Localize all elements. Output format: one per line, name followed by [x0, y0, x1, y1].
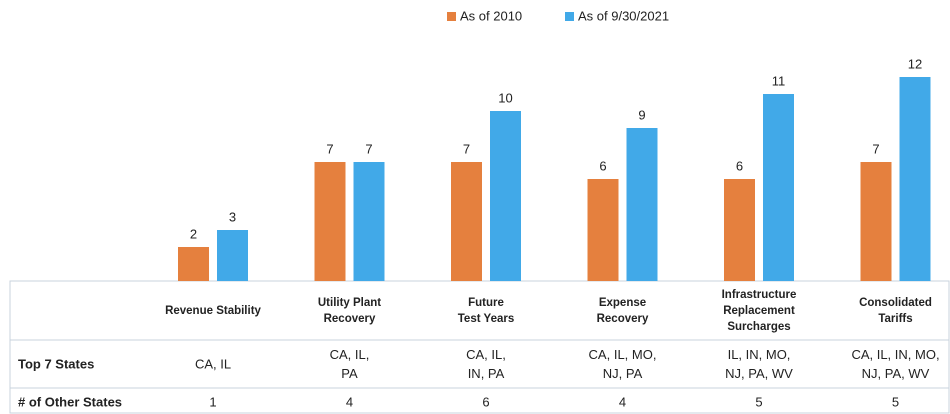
table-cell: 5 — [892, 394, 899, 409]
category-label: Expense — [599, 297, 646, 309]
table-cell: 6 — [482, 394, 489, 409]
table-cell: 5 — [755, 394, 762, 409]
bar — [217, 230, 248, 281]
value-label: 7 — [326, 141, 333, 156]
value-label: 7 — [872, 141, 879, 156]
table-cell: CA, IL, MO, — [589, 347, 657, 362]
bar — [490, 111, 521, 281]
table-cell: NJ, PA, WV — [862, 366, 930, 381]
table-cell: CA, IL, IN, MO, — [851, 347, 939, 362]
row-label: Top 7 States — [18, 356, 94, 371]
value-label: 11 — [772, 73, 786, 88]
value-label: 6 — [599, 158, 606, 173]
bar — [899, 77, 931, 281]
legend-label: As of 2010 — [460, 8, 522, 23]
table-cell: IN, PA — [468, 366, 505, 381]
bar — [451, 162, 482, 281]
value-label: 3 — [229, 209, 236, 224]
category-label: Recovery — [324, 313, 376, 325]
value-label: 6 — [736, 158, 743, 173]
table-cell: CA, IL, — [466, 347, 506, 362]
category-label: Surcharges — [727, 321, 790, 333]
value-label: 12 — [908, 56, 922, 71]
bar — [314, 162, 346, 281]
table-cell: PA — [341, 366, 358, 381]
table-cell: NJ, PA, WV — [725, 366, 793, 381]
category-label: Consolidated — [859, 297, 932, 309]
legend-label: As of 9/30/2021 — [578, 8, 669, 23]
table-cell: IL, IN, MO, — [728, 347, 791, 362]
legend-swatch — [447, 12, 456, 21]
bar — [587, 179, 619, 281]
table-cell: CA, IL, — [330, 347, 370, 362]
category-label: Replacement — [723, 305, 795, 317]
bar — [763, 94, 794, 281]
value-label: 7 — [365, 141, 372, 156]
table-cell: 1 — [209, 394, 216, 409]
bar — [860, 162, 892, 281]
category-label: Test Years — [458, 313, 514, 325]
bar — [178, 247, 209, 281]
table-cell: 4 — [346, 394, 353, 409]
table-cell: 4 — [619, 394, 626, 409]
bar — [724, 179, 755, 281]
category-label: Revenue Stability — [165, 305, 261, 317]
category-label: Utility Plant — [318, 297, 381, 309]
value-label: 9 — [638, 107, 645, 122]
category-label: Infrastructure — [722, 289, 797, 301]
legend-swatch — [565, 12, 574, 21]
category-label: Tariffs — [878, 313, 912, 325]
value-label: 2 — [190, 226, 197, 241]
row-label: # of Other States — [18, 394, 122, 409]
bar — [353, 162, 385, 281]
category-label: Future — [468, 297, 504, 309]
table-cell: CA, IL — [195, 356, 231, 371]
table-cell: NJ, PA — [603, 366, 643, 381]
bar — [626, 128, 658, 281]
value-label: 10 — [498, 90, 512, 105]
category-label: Recovery — [597, 313, 649, 325]
value-label: 7 — [463, 141, 470, 156]
